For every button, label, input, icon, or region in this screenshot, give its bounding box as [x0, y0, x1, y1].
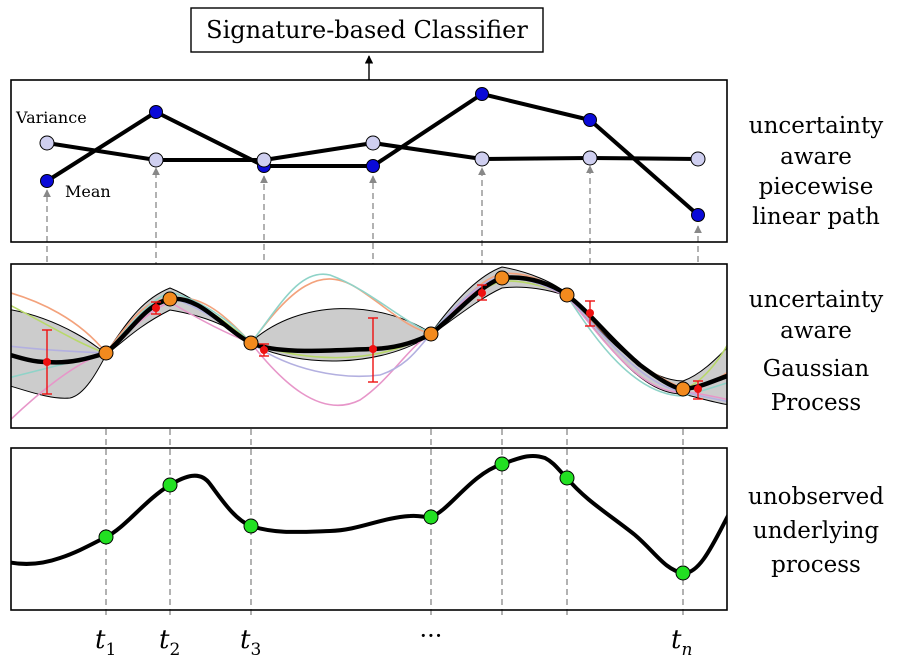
variance-point [365, 135, 381, 151]
gp-observation-point [98, 345, 114, 361]
process-point [494, 456, 510, 472]
caption-line: unobserved [748, 484, 884, 510]
time-axis-labels: t1 t2 t3 ··· tn [95, 622, 692, 660]
time-label-t1: t1 [95, 625, 116, 660]
caption-line: Gaussian [763, 356, 870, 382]
gp-mean-markers [43, 289, 702, 393]
variance-point [148, 152, 164, 168]
time-label-t2: t2 [159, 625, 180, 660]
caption-line: piecewise [759, 174, 874, 200]
mean-label: Mean [65, 182, 111, 201]
underlying-process-curve [11, 453, 727, 575]
mean-points [40, 87, 705, 222]
caption-line: aware [780, 318, 852, 344]
gp-mean-marker [694, 385, 702, 393]
variance-point [582, 150, 598, 166]
caption-line: uncertainty [749, 113, 883, 139]
mean-point [40, 174, 54, 188]
variance-point [256, 152, 272, 168]
classifier-label: Signature-based Classifier [206, 16, 528, 44]
variance-point [39, 135, 55, 151]
variance-point [474, 151, 490, 167]
variance-points [39, 135, 706, 168]
middle-caption: uncertainty aware Gaussian Process [749, 287, 883, 416]
time-label-dots: ··· [420, 622, 443, 650]
process-points [98, 456, 691, 581]
process-point [675, 565, 691, 581]
time-label-tn: tn [671, 625, 692, 660]
gp-mean-marker [152, 304, 160, 312]
process-point [162, 477, 178, 493]
top-panel: Variance Mean [10, 79, 728, 243]
variance-label: Variance [15, 108, 87, 127]
mean-point [366, 159, 380, 173]
gp-observation-point [559, 287, 575, 303]
process-point [243, 518, 259, 534]
mean-point [691, 208, 705, 222]
caption-line: aware [780, 144, 852, 170]
gp-mean-marker [369, 345, 377, 353]
process-point [423, 509, 439, 525]
gp-observation-point [675, 381, 691, 397]
gp-mean-marker [478, 289, 486, 297]
caption-line: Process [771, 390, 861, 416]
caption-line: process [771, 552, 861, 578]
mean-point [475, 87, 489, 101]
caption-line: uncertainty [749, 287, 883, 313]
variance-point [690, 151, 706, 167]
caption-line: linear path [752, 204, 880, 230]
gp-mean-marker [43, 358, 51, 366]
gp-observation-point [423, 326, 439, 342]
gp-observation-points [98, 270, 691, 397]
bottom-caption: unobserved underlying process [748, 484, 884, 578]
gp-observation-point [243, 335, 259, 351]
middle-panel [10, 263, 728, 429]
process-point [559, 470, 575, 486]
caption-line: underlying [753, 518, 879, 544]
gp-mean-marker [260, 346, 268, 354]
time-label-t3: t3 [240, 625, 261, 660]
mean-point [583, 113, 597, 127]
classifier-box: Signature-based Classifier [190, 7, 544, 53]
top-caption: uncertainty aware piecewise linear path [749, 113, 883, 230]
bottom-panel [10, 447, 728, 611]
gp-observation-point [494, 270, 510, 286]
mean-point [149, 105, 163, 119]
process-point [98, 529, 114, 545]
sample-path [11, 273, 727, 397]
gp-observation-point [162, 291, 178, 307]
gp-mean-marker [586, 309, 594, 317]
